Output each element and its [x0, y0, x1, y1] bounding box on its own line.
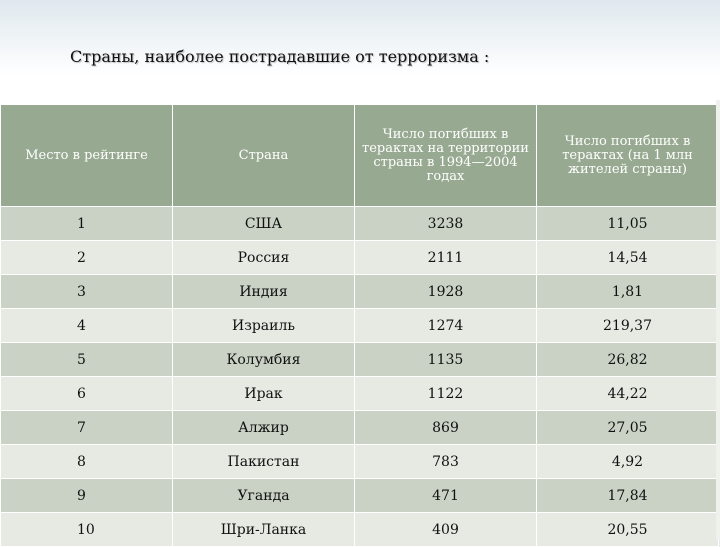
deaths-total-cell: 783: [354, 444, 537, 479]
country-cell: Алжир: [172, 410, 355, 445]
deaths-total-cell: 1274: [354, 308, 537, 343]
country-cell: Шри-Ланка: [172, 512, 355, 547]
deaths-total-cell: 2111: [354, 240, 537, 275]
deaths-per-million-cell: 27,05: [536, 410, 719, 445]
page-title: Страны, наиболее пострадавшие от террори…: [70, 47, 490, 66]
deaths-total-cell: 869: [354, 410, 537, 445]
header-rank: Место в рейтинге: [0, 104, 173, 207]
deaths-per-million-cell: 17,84: [536, 478, 719, 513]
header-deaths-per-million: Число погибших в терактах (на 1 млн жите…: [536, 104, 719, 207]
deaths-per-million-cell: 26,82: [536, 342, 719, 377]
countries-table: Место в рейтинге Страна Число погибших в…: [0, 104, 719, 547]
deaths-total-cell: 409: [354, 512, 537, 547]
deaths-per-million-cell: 1,81: [536, 274, 719, 309]
deaths-total-cell: 1122: [354, 376, 537, 411]
deaths-total-cell: 1135: [354, 342, 537, 377]
country-cell: Уганда: [172, 478, 355, 513]
deaths-per-million-cell: 20,55: [536, 512, 719, 547]
rank-cell: 9: [0, 478, 173, 513]
country-cell: Ирак: [172, 376, 355, 411]
table-row: 1 США 3238 11,05: [0, 206, 719, 241]
rank-cell: 4: [0, 308, 173, 343]
deaths-per-million-cell: 219,37: [536, 308, 719, 343]
rank-cell: 3: [0, 274, 173, 309]
table-header-row: Место в рейтинге Страна Число погибших в…: [0, 104, 719, 207]
deaths-per-million-cell: 4,92: [536, 444, 719, 479]
header-deaths-total: Число погибших в терактах на территории …: [354, 104, 537, 207]
country-cell: Израиль: [172, 308, 355, 343]
table-row: 9 Уганда 471 17,84: [0, 478, 719, 513]
deaths-total-cell: 1928: [354, 274, 537, 309]
header-country: Страна: [172, 104, 355, 207]
country-cell: Россия: [172, 240, 355, 275]
rank-cell: 2: [0, 240, 173, 275]
table-row: 6 Ирак 1122 44,22: [0, 376, 719, 411]
rank-cell: 1: [0, 206, 173, 241]
country-cell: США: [172, 206, 355, 241]
table-row: 3 Индия 1928 1,81: [0, 274, 719, 309]
deaths-per-million-cell: 44,22: [536, 376, 719, 411]
deaths-per-million-cell: 11,05: [536, 206, 719, 241]
table-row: 10 Шри-Ланка 409 20,55: [0, 512, 719, 547]
table-row: 5 Колумбия 1135 26,82: [0, 342, 719, 377]
country-cell: Пакистан: [172, 444, 355, 479]
table-row: 4 Израиль 1274 219,37: [0, 308, 719, 343]
rank-cell: 7: [0, 410, 173, 445]
country-cell: Индия: [172, 274, 355, 309]
table-row: 7 Алжир 869 27,05: [0, 410, 719, 445]
deaths-total-cell: 471: [354, 478, 537, 513]
country-cell: Колумбия: [172, 342, 355, 377]
deaths-per-million-cell: 14,54: [536, 240, 719, 275]
deaths-total-cell: 3238: [354, 206, 537, 241]
rank-cell: 5: [0, 342, 173, 377]
rank-cell: 6: [0, 376, 173, 411]
table-row: 2 Россия 2111 14,54: [0, 240, 719, 275]
table-row: 8 Пакистан 783 4,92: [0, 444, 719, 479]
right-edge-strip: [716, 100, 720, 540]
rank-cell: 10: [0, 512, 173, 547]
rank-cell: 8: [0, 444, 173, 479]
